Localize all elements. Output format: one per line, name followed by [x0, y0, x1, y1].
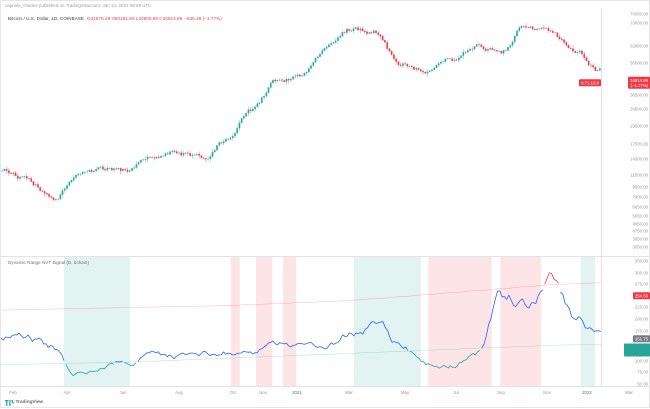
indicator-tick: 175.00: [635, 329, 648, 334]
price-tick: 3950.00: [632, 237, 648, 242]
price-tick: 62000.00: [630, 44, 648, 49]
indicator-tick: 275.00: [635, 282, 648, 287]
price-tick: 14500.00: [630, 157, 648, 162]
tradingview-wordmark: TradingView: [16, 400, 44, 406]
indicator-scale[interactable]: 300.00 300.00 275.00 225.00 200.00 175.00 100.…: [601, 257, 650, 386]
price-scale[interactable]: 76000.0073000.0062000.0056000.0042500.00…: [601, 9, 650, 255]
time-tick: May: [401, 390, 409, 396]
price-tick: 3050.00: [632, 245, 648, 250]
indicator-tick: 75.00: [637, 370, 648, 375]
last-price-badge[interactable]: 34914.99(−1.77%): [628, 77, 650, 89]
indicator-tick: 225.00: [635, 305, 648, 310]
price-tick: 17500.00: [630, 142, 648, 147]
price-tick: 4850.00: [632, 222, 648, 227]
tradingview-logo[interactable]: TradingView: [5, 400, 43, 406]
indicator-tick: 300.00: [635, 259, 648, 264]
price-tick: 29500.00: [630, 124, 648, 129]
nvt-signal-segment: [1, 333, 64, 360]
time-scale[interactable]: Feb Apr Jun Aug Oct Nov 2021 Mar May Jul Sep Nov 202…: [1, 386, 650, 399]
time-tick: Mar: [625, 390, 633, 396]
price-tick: 5650.00: [632, 214, 648, 219]
price-plot-area[interactable]: [1, 9, 601, 255]
time-tick: 2021: [292, 390, 302, 396]
countdown-badge: 9:71:13:0: [579, 79, 601, 86]
candlestick-series: [1, 9, 601, 255]
time-tick: Oct: [230, 390, 237, 396]
price-tick: 56000.00: [630, 61, 648, 66]
indicator-green-badge: [624, 344, 650, 357]
signal-zone-overbought: [500, 257, 541, 386]
time-tick: 2022: [582, 390, 592, 396]
price-tick: 9500.00: [632, 185, 648, 190]
signal-zone-overbought: [256, 257, 272, 386]
indicator-tick: 300.00: [635, 271, 648, 276]
time-tick: Jul: [453, 390, 459, 396]
time-tick: Nov: [259, 390, 267, 396]
signal-zone-overbought: [231, 257, 240, 386]
price-pane: 76000.0073000.0062000.0056000.0042500.00…: [1, 9, 650, 255]
time-tick: Apr: [64, 390, 71, 396]
indicator-tick: 200.00: [635, 317, 648, 322]
time-tick: Feb: [9, 390, 17, 396]
price-tick: 11500.00: [630, 173, 648, 178]
time-tick: Sep: [497, 390, 505, 396]
price-tick: 6650.00: [632, 205, 648, 210]
nvt-signal-series: [1, 257, 601, 386]
last-price-change: (−1.77%): [630, 83, 648, 88]
time-tick: Nov: [543, 390, 551, 396]
time-tick: Aug: [175, 390, 183, 396]
indicator-tick: 100.00: [635, 359, 648, 364]
time-tick: Mar: [345, 390, 353, 396]
price-tick: 76000.00: [630, 12, 648, 17]
tradingview-mark-icon: [5, 400, 14, 406]
price-tick: 73000.00: [630, 21, 648, 26]
indicator-plot-area[interactable]: [1, 257, 601, 386]
price-tick: 7900.00: [632, 195, 648, 200]
signal-zone-overbought: [283, 257, 296, 386]
price-tick: 38500.00: [630, 93, 648, 98]
signal-zone-oversold: [354, 257, 421, 386]
time-tick: Jun: [119, 390, 126, 396]
indicator-pane: Dynamic Range NVT Signal (D, bchain) 300…: [1, 256, 650, 386]
indicator-value-badge[interactable]: 254.50: [633, 292, 650, 299]
nvt-signal-segment: [545, 273, 558, 284]
signal-zone-overbought: [428, 257, 492, 386]
indicator-title[interactable]: Dynamic Range NVT Signal (D, bchain): [8, 260, 89, 266]
price-tick: 34500.00: [630, 107, 648, 112]
price-tick: 4750.00: [632, 229, 648, 234]
indicator-crosshair-badge: 151.75: [633, 335, 650, 342]
signal-zone-oversold: [64, 257, 130, 386]
